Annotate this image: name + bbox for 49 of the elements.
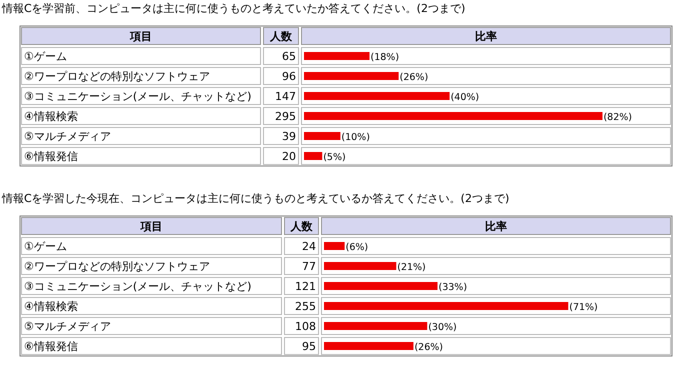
y-tick-label: ⑤マルチメディア bbox=[24, 320, 111, 333]
y-tick-label: ④情報検索 bbox=[24, 300, 78, 313]
y-tick-label: ①ゲーム bbox=[24, 50, 67, 63]
data-label: (71%) bbox=[569, 302, 598, 313]
y-tick-label: ⑤マルチメディア bbox=[24, 130, 111, 143]
data-label: (5%) bbox=[323, 152, 346, 163]
x-axis-title: 比率 bbox=[475, 30, 497, 43]
y-tick-label: ③コミュニケーション(メール、チャットなど) bbox=[24, 280, 252, 293]
y-tick-label: ④情報検索 bbox=[24, 110, 78, 123]
bar bbox=[304, 52, 370, 60]
text: 255 bbox=[295, 300, 316, 313]
y-tick-label: ⑥情報発信 bbox=[24, 340, 78, 353]
y-axis-title: 項目 bbox=[140, 220, 162, 233]
bar bbox=[304, 72, 399, 80]
data-label: (10%) bbox=[341, 132, 370, 143]
chart-title: 情報Cを学習した今現在、コンピュータは主に何に使うものと考えているか答えてください。(2つまで) bbox=[1, 192, 510, 205]
text: 24 bbox=[302, 240, 316, 253]
x-axis-title: 比率 bbox=[485, 220, 507, 233]
text: 20 bbox=[282, 150, 296, 163]
bar bbox=[304, 132, 340, 140]
data-label: (26%) bbox=[400, 72, 428, 83]
y-tick-label: ①ゲーム bbox=[24, 240, 67, 253]
y-axis-title: 項目 bbox=[129, 30, 152, 43]
data-label: (82%) bbox=[603, 112, 632, 123]
data-label: (6%) bbox=[346, 242, 368, 253]
y-tick-label: ②ワープロなどの特別なソフトウェア bbox=[24, 70, 210, 83]
text: 96 bbox=[282, 70, 296, 83]
y-tick-label: ③コミュニケーション(メール、チャットなど) bbox=[24, 90, 252, 103]
data-label: (33%) bbox=[438, 282, 468, 293]
text: 108 bbox=[295, 320, 316, 333]
text: 95 bbox=[302, 340, 316, 353]
data-label: (40%) bbox=[450, 92, 480, 103]
y-tick-label: ②ワープロなどの特別なソフトウェア bbox=[24, 260, 210, 273]
text: 39 bbox=[282, 130, 296, 143]
data-label: (30%) bbox=[428, 322, 457, 333]
chart-title: 情報Cを学習前、コンピュータは主に何に使うものと考えていたか答えてください。(2つまで) bbox=[1, 2, 466, 15]
data-label: (26%) bbox=[414, 342, 443, 353]
text: 人数 bbox=[269, 30, 293, 43]
data-label: (18%) bbox=[370, 52, 400, 63]
text: 77 bbox=[302, 260, 316, 273]
data-label: (21%) bbox=[397, 262, 426, 273]
text: 147 bbox=[275, 90, 296, 103]
bar bbox=[304, 152, 322, 160]
bar bbox=[304, 92, 450, 100]
text: 295 bbox=[275, 110, 296, 123]
text: 65 bbox=[282, 50, 296, 63]
text: 121 bbox=[295, 280, 316, 293]
y-tick-label: ⑥情報発信 bbox=[24, 150, 78, 163]
text: 人数 bbox=[290, 220, 314, 233]
